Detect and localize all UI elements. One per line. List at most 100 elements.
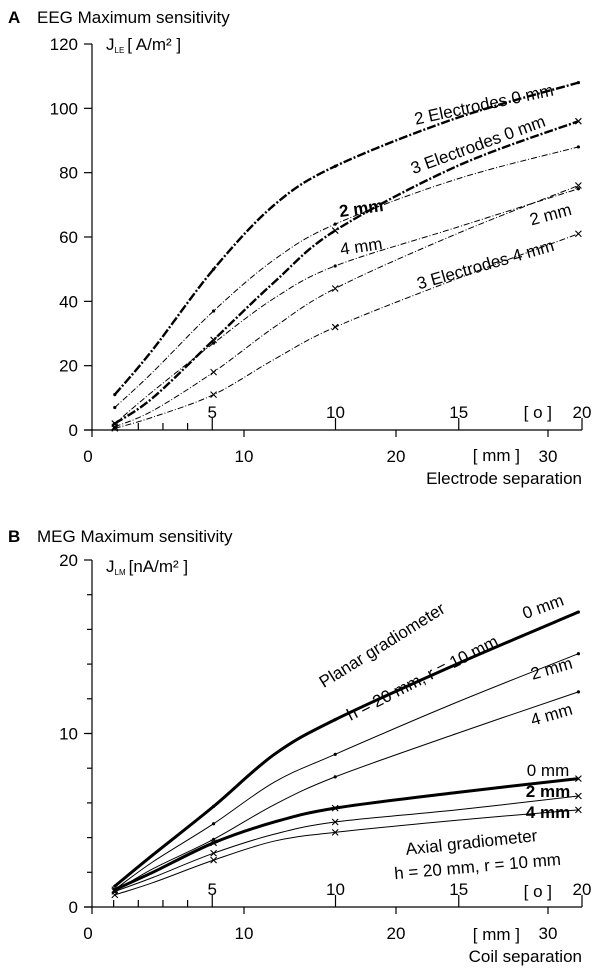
data-point [333, 222, 337, 226]
data-point-x-marker [575, 182, 582, 189]
data-point-x-marker [210, 849, 217, 857]
data-point [333, 718, 337, 722]
series-line [114, 809, 579, 896]
data-point-x-marker [575, 806, 582, 814]
series-line [114, 185, 579, 428]
panel-a-title: EEG Maximum sensitivity [37, 8, 230, 27]
data-point [212, 822, 216, 826]
data-point [212, 267, 216, 271]
data-point-x-marker [111, 891, 119, 899]
data-point [576, 610, 581, 614]
y-tick-label: 80 [59, 164, 78, 183]
panel-a-xlabel: Electrode separation [426, 469, 582, 488]
data-point [576, 81, 581, 85]
data-point [113, 405, 117, 410]
panel-a-series [111, 81, 582, 432]
data-point [576, 145, 581, 149]
series-line [113, 81, 579, 396]
series-line [114, 795, 579, 892]
annotation-axial-0mm: 0 mm [527, 761, 570, 780]
degree-tick-label: 5 [208, 403, 217, 422]
panel-b-x2-unit: [ o ] [524, 882, 552, 901]
annotation-axial-4mm: 4 mm [526, 803, 570, 822]
x-tick-label: 0 [83, 924, 92, 943]
annotation-planar-0mm: 0 mm [520, 591, 566, 623]
data-point [212, 804, 216, 808]
annotation-2mm-bold: 2 mm [338, 196, 385, 221]
data-point [576, 652, 581, 656]
panel-a-x2-unit: [ o ] [524, 403, 552, 422]
series-line [114, 120, 579, 425]
degree-tick-label: 10 [326, 403, 345, 422]
data-point-x-marker [575, 775, 582, 782]
data-point-x-marker [210, 336, 217, 344]
data-point [212, 837, 216, 841]
panel-a-x-unit: [ mm ] [473, 446, 520, 465]
y-tick-label: 120 [50, 35, 78, 54]
panel-a-letter: A [8, 8, 20, 27]
data-point [333, 264, 337, 268]
data-point-x-marker [111, 886, 119, 894]
data-point-x-marker [575, 230, 582, 238]
series-line [114, 188, 579, 424]
y-tick-label: 0 [69, 898, 78, 917]
panel-b-letter: B [8, 527, 20, 546]
data-point-x-marker [575, 117, 582, 125]
data-point-x-marker [331, 323, 339, 331]
degree-tick-label: 20 [573, 880, 592, 899]
y-tick-label: 40 [59, 292, 78, 311]
data-point-x-marker [210, 368, 217, 376]
x-tick-label: 20 [387, 924, 406, 943]
data-point-x-marker [111, 423, 119, 431]
y-tick-label: 100 [50, 99, 78, 118]
x-tick-label: 10 [235, 447, 254, 466]
data-point-x-marker [575, 792, 582, 800]
annotation-planar-4mm: 4 mm [528, 700, 574, 730]
x-tick-label: 30 [539, 924, 558, 943]
y-tick-label: 0 [69, 421, 78, 440]
panel-b-xlabel: Coil separation [469, 947, 582, 966]
degree-tick-label: 20 [573, 403, 592, 422]
data-point-x-marker [331, 227, 339, 234]
annotation-4mm: 4 mm [339, 234, 384, 259]
series-line [114, 777, 579, 892]
panel-b-x-unit: [ mm ] [473, 925, 520, 944]
series-line [114, 653, 579, 891]
panel-b-title: MEG Maximum sensitivity [37, 527, 233, 546]
series-line [114, 233, 579, 429]
panel-b-series [111, 610, 582, 899]
data-point [333, 752, 337, 756]
series-line [114, 691, 579, 892]
x-tick-label: 30 [539, 447, 558, 466]
x-tick-label: 0 [83, 447, 92, 466]
y-tick-label: 10 [59, 725, 78, 744]
data-point-x-marker [331, 804, 339, 812]
data-point [576, 690, 581, 694]
data-point-x-marker [210, 391, 217, 399]
panel-b-ylabel: JLM [nA/m² ] [106, 557, 188, 577]
panel-a-axes: 0 20 40 60 80 100 120 0 10 20 30 5 10 15 20 [50, 35, 592, 466]
data-point-x-marker [331, 285, 339, 292]
data-point-x-marker [210, 856, 217, 864]
annotation-planar-2mm: 2 mm [528, 654, 574, 684]
degree-tick-label: 15 [449, 403, 468, 422]
panel-b-axes: 0 10 20 0 10 20 30 5 10 15 20 [59, 551, 591, 943]
data-point [212, 309, 216, 313]
degree-tick-label: 5 [208, 880, 217, 899]
x-tick-label: 10 [235, 924, 254, 943]
data-point [113, 884, 117, 888]
series-line [113, 610, 579, 888]
data-point [333, 164, 337, 168]
y-tick-label: 60 [59, 228, 78, 247]
panel-a-ylabel: JLE[ A/m² ] [106, 35, 181, 55]
annotation-axial-2mm: 2 mm [526, 782, 570, 801]
x-tick-label: 20 [387, 447, 406, 466]
annotation-2mm: 2 mm [528, 200, 574, 229]
y-tick-label: 20 [59, 357, 78, 376]
data-point-x-marker [210, 839, 217, 847]
annotation-3e-4mm: 3 Electrodes 4 mm [415, 236, 556, 293]
degree-tick-label: 10 [326, 880, 345, 899]
data-point-x-marker [331, 818, 339, 826]
degree-tick-label: 15 [449, 880, 468, 899]
